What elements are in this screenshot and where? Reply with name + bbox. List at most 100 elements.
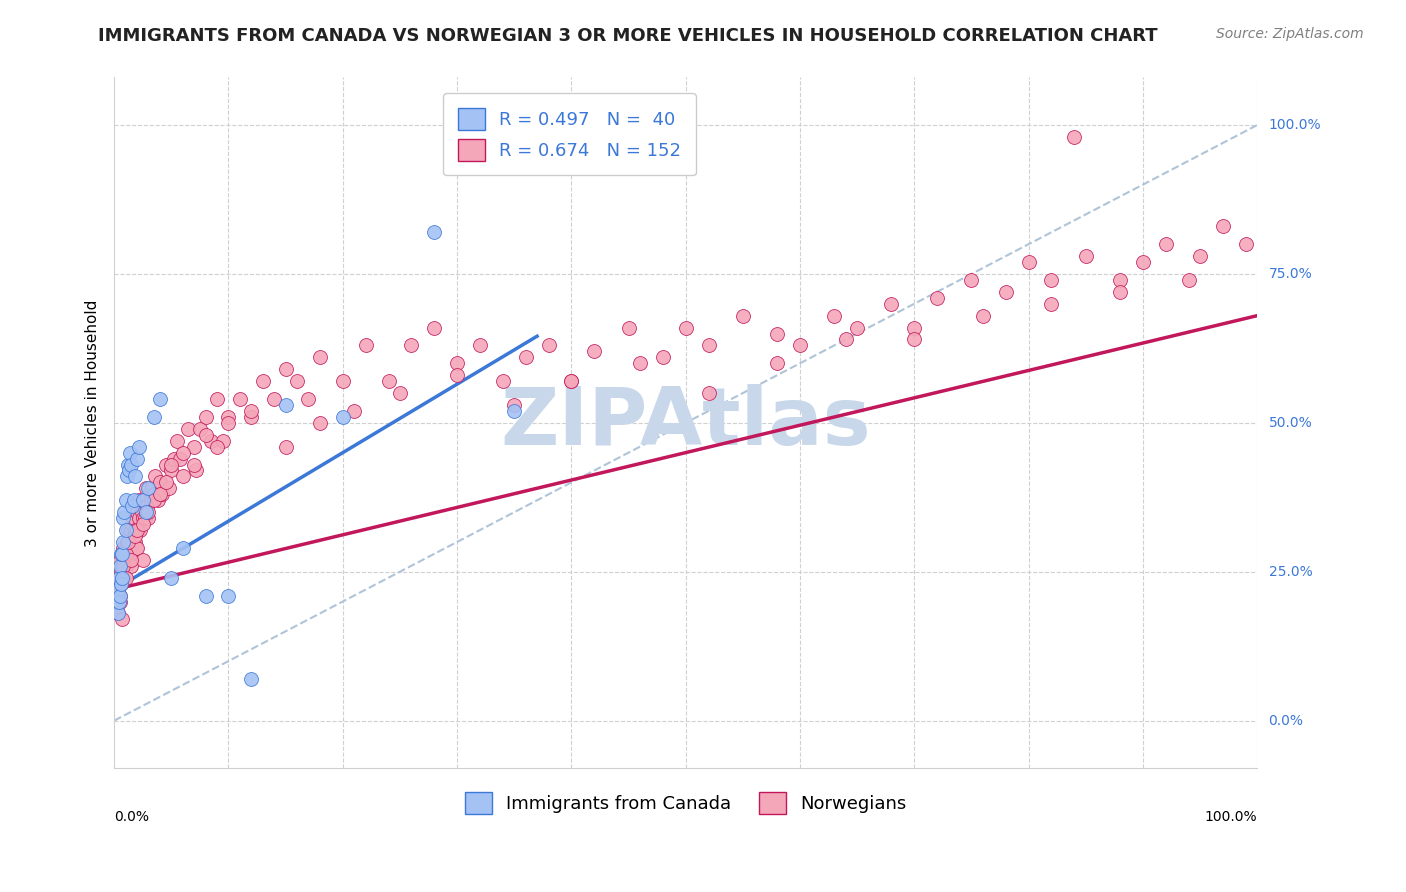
Point	[111, 547, 134, 561]
Point	[122, 493, 145, 508]
Y-axis label: 3 or more Vehicles in Household: 3 or more Vehicles in Household	[86, 299, 100, 547]
Point	[132, 493, 155, 508]
Point	[423, 225, 446, 239]
Point	[128, 493, 150, 508]
Point	[1109, 285, 1132, 299]
Point	[1154, 237, 1177, 252]
Text: 75.0%: 75.0%	[1268, 267, 1312, 281]
Point	[115, 535, 138, 549]
Point	[309, 416, 332, 430]
Point	[1040, 273, 1063, 287]
Point	[211, 434, 233, 448]
Point	[120, 535, 142, 549]
Point	[205, 392, 228, 406]
Point	[1040, 297, 1063, 311]
Point	[1018, 255, 1040, 269]
Point	[108, 558, 131, 573]
Point	[149, 487, 172, 501]
Point	[697, 338, 720, 352]
Point	[274, 440, 297, 454]
Point	[139, 493, 162, 508]
Point	[823, 309, 845, 323]
Point	[1132, 255, 1154, 269]
Point	[194, 427, 217, 442]
Point	[846, 320, 869, 334]
Point	[960, 273, 983, 287]
Text: 0.0%: 0.0%	[1268, 714, 1303, 728]
Point	[162, 451, 184, 466]
Point	[134, 511, 156, 525]
Point	[651, 351, 673, 365]
Point	[111, 547, 134, 561]
Point	[188, 422, 211, 436]
Point	[107, 576, 129, 591]
Point	[115, 547, 138, 561]
Point	[117, 523, 139, 537]
Point	[124, 523, 146, 537]
Point	[107, 565, 129, 579]
Point	[105, 576, 128, 591]
Point	[503, 398, 526, 412]
Point	[903, 320, 925, 334]
Point	[354, 338, 377, 352]
Point	[125, 523, 148, 537]
Point	[117, 458, 139, 472]
Point	[131, 505, 153, 519]
Point	[135, 481, 157, 495]
Point	[218, 409, 240, 424]
Point	[560, 374, 582, 388]
Point	[121, 500, 143, 514]
Legend: Immigrants from Canada, Norwegians: Immigrants from Canada, Norwegians	[458, 785, 914, 822]
Point	[108, 553, 131, 567]
Point	[157, 481, 180, 495]
Point	[560, 374, 582, 388]
Point	[128, 440, 150, 454]
Point	[110, 576, 132, 591]
Text: 0.0%: 0.0%	[114, 810, 149, 823]
Point	[112, 535, 135, 549]
Text: 50.0%: 50.0%	[1268, 416, 1312, 430]
Point	[114, 541, 136, 555]
Point	[110, 565, 132, 579]
Point	[141, 481, 163, 495]
Point	[240, 409, 263, 424]
Point	[111, 612, 134, 626]
Point	[110, 547, 132, 561]
Point	[218, 416, 240, 430]
Point	[285, 374, 308, 388]
Point	[401, 338, 423, 352]
Point	[446, 368, 468, 383]
Point	[124, 535, 146, 549]
Point	[263, 392, 285, 406]
Point	[160, 571, 183, 585]
Point	[114, 505, 136, 519]
Point	[112, 558, 135, 573]
Point	[125, 541, 148, 555]
Point	[766, 356, 789, 370]
Point	[114, 523, 136, 537]
Point	[177, 422, 200, 436]
Point	[515, 351, 537, 365]
Point	[200, 434, 222, 448]
Point	[1109, 273, 1132, 287]
Point	[107, 582, 129, 597]
Point	[994, 285, 1017, 299]
Point	[617, 320, 640, 334]
Point	[114, 571, 136, 585]
Text: 100.0%: 100.0%	[1268, 118, 1322, 132]
Point	[120, 553, 142, 567]
Point	[205, 440, 228, 454]
Point	[135, 505, 157, 519]
Point	[114, 547, 136, 561]
Point	[105, 594, 128, 608]
Point	[114, 558, 136, 573]
Point	[169, 451, 191, 466]
Point	[332, 409, 354, 424]
Point	[111, 571, 134, 585]
Point	[297, 392, 319, 406]
Point	[138, 505, 160, 519]
Point	[110, 576, 132, 591]
Point	[332, 374, 354, 388]
Point	[138, 511, 160, 525]
Point	[172, 541, 194, 555]
